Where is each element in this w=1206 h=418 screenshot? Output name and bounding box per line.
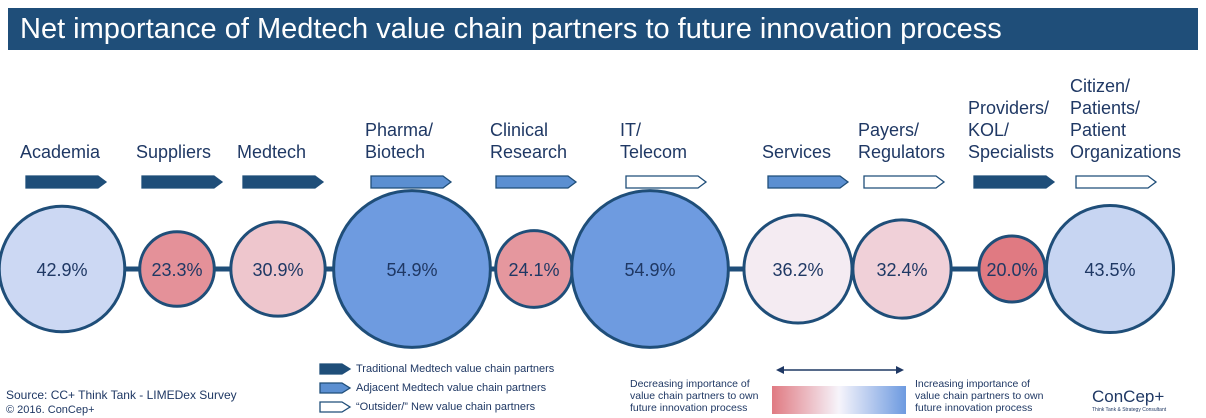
category-label: Suppliers [136,142,212,162]
bubble [138,230,216,308]
partner-arrow [767,175,850,189]
category-label: Citizen/ Patients/ Patient Organizations [1070,76,1182,162]
partner-arrow [495,175,578,189]
value-label: 24.1% [508,260,559,280]
category-label: Clinical Research [490,120,568,162]
legend-label: Adjacent Medtech value chain partners [356,382,547,394]
category-label: Academia [20,142,101,162]
value-label: 32.4% [876,260,927,280]
legend-swatch [319,382,352,394]
copyright: © 2016. ConCep+ [6,404,95,416]
partner-arrow [1075,175,1158,189]
bubble [1044,203,1176,335]
partner-arrow [625,175,708,189]
bubble [851,218,953,320]
partner-arrow [370,175,453,189]
scale-arrowhead [776,366,784,374]
value-label: 23.3% [151,260,202,280]
value-label: 43.5% [1084,260,1135,280]
legend-label: “Outsider/” New value chain partners [356,401,536,413]
partner-arrow [141,175,224,189]
value-label: 54.9% [386,260,437,280]
bubble [0,204,127,334]
color-scale [772,386,906,414]
partner-arrow [25,175,108,189]
category-label: Payers/ Regulators [858,120,946,162]
legend-swatch [319,363,352,375]
bubble [332,189,492,349]
logo: ConCep+ [1092,387,1165,406]
value-label: 36.2% [772,260,823,280]
scale-high-label: Increasing importance of value chain par… [915,378,1044,414]
value-label: 42.9% [36,260,87,280]
partner-arrow [973,175,1056,189]
value-label: 30.9% [252,260,303,280]
scale-low-label: Decreasing importance of value chain par… [630,378,759,414]
category-label: IT/ Telecom [620,120,688,162]
bubble [229,220,327,318]
category-label: Services [762,142,832,162]
legend-swatch [319,401,352,413]
category-label: Providers/ KOL/ Specialists [968,98,1055,162]
scale-arrowhead [896,366,904,374]
logo-tagline: Think Tank & Strategy Consultant [1092,407,1167,413]
partner-arrow [863,175,946,189]
value-label: 54.9% [624,260,675,280]
legend-label: Traditional Medtech value chain partners [356,363,555,375]
bubble [570,189,730,349]
source: Source: CC+ Think Tank - LIMEDex Survey [6,388,237,402]
value-label: 20.0% [986,260,1037,280]
category-label: Medtech [237,142,307,162]
partner-arrow [242,175,325,189]
chart-title: Net importance of Medtech value chain pa… [8,8,1198,50]
category-label: Pharma/ Biotech [365,120,434,162]
